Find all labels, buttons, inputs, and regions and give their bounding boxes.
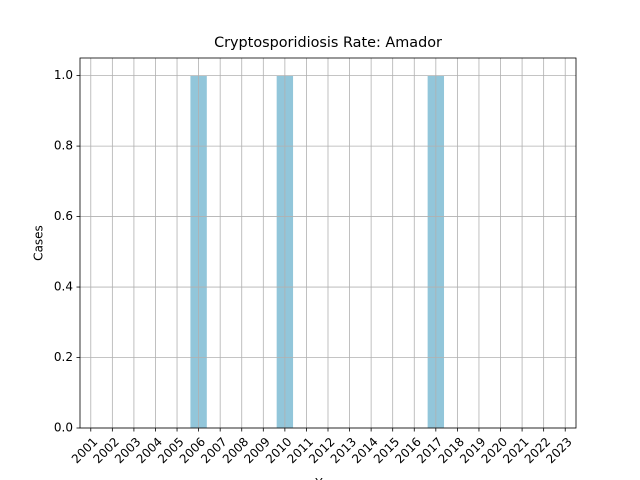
- chart-title: Cryptosporidiosis Rate: Amador: [214, 35, 442, 51]
- y-tick-label: 0.8: [54, 139, 73, 153]
- y-tick-label: 0.6: [54, 209, 73, 223]
- y-tick-label: 1.0: [54, 68, 73, 82]
- y-tick-label: 0.2: [54, 350, 73, 364]
- y-tick-label: 0.4: [54, 280, 73, 294]
- x-axis-label: Year: [314, 476, 340, 480]
- y-axis-label: Cases: [32, 225, 46, 261]
- y-tick-label: 0.0: [54, 421, 73, 435]
- plot-frame: [79, 57, 577, 429]
